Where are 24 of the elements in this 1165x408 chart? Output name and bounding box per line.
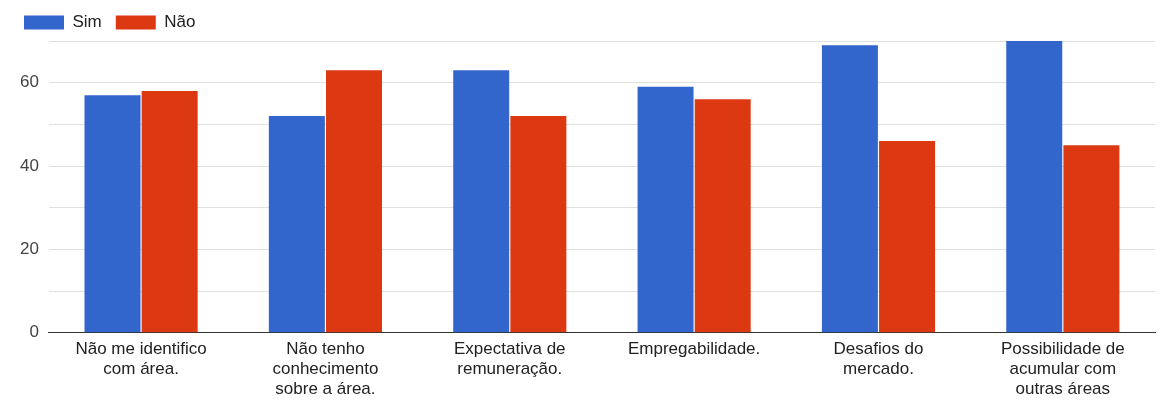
x-tick-label: Não tenho conhecimento sobre a área. (272, 338, 379, 399)
y-tick-label: 20 (19, 239, 39, 259)
x-tick-label: Expectativa de remuneração. (454, 338, 566, 379)
x-tick-label: Não me identifico com área. (75, 338, 207, 379)
bar (694, 99, 751, 333)
legend-label: Não (164, 12, 196, 32)
bar (1006, 41, 1063, 333)
x-tick-label: Empregabilidade. (627, 338, 761, 358)
bar (821, 45, 878, 333)
legend-label: Sim (72, 12, 102, 32)
bar (879, 141, 936, 333)
bar (637, 86, 694, 333)
bar (1063, 145, 1120, 333)
bar (326, 70, 383, 333)
y-tick-label: 40 (19, 155, 39, 175)
y-tick-label: 60 (19, 72, 39, 92)
bar (84, 95, 141, 333)
bar (268, 116, 325, 333)
bar (510, 116, 567, 333)
x-tick-label: Desafios do mercado. (833, 338, 924, 379)
y-tick-label: 0 (29, 322, 39, 342)
x-tick-label: Possibilidade de acumular com outras áreas (1000, 338, 1125, 399)
bar (141, 91, 198, 333)
bar (453, 70, 510, 333)
